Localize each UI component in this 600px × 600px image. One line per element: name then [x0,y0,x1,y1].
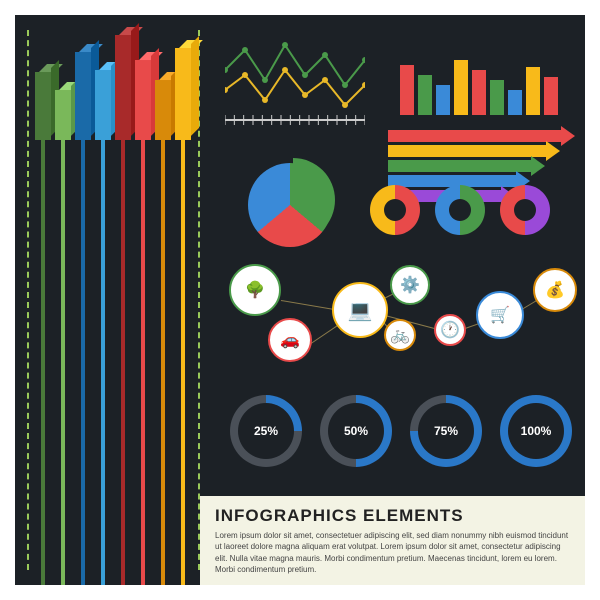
progress-ring: 25% [230,395,302,467]
cart-icon: 🛒 [490,305,510,325]
mini-bar [400,65,414,115]
donut-chart [500,185,550,235]
bar-stem [181,140,185,585]
footer-body: Lorem ipsum dolor sit amet, consectetuer… [215,530,570,575]
bar-stem [161,140,165,585]
tree-icon: 🌳 [245,280,265,300]
mini-bar [472,70,486,115]
bike-icon: 🚲 [390,325,410,345]
mini-bar [508,90,522,115]
infographic-canvas: 💻 🌳 🚗 ⚙️ 🚲 🕐 🛒 💰 25% 50% 75% 100% INFOGRAPHICS ELEM… [0,0,600,600]
mini-bar [454,60,468,115]
car-icon: 🚗 [280,330,300,350]
progress-label: 75% [434,424,458,438]
dashed-divider [27,30,29,570]
donut-chart [370,185,420,235]
bar-stem [141,140,145,585]
footer-title: INFOGRAPHICS ELEMENTS [215,506,570,526]
bar-3d [35,72,51,140]
gears-icon: ⚙️ [400,275,420,295]
progress-ring: 50% [320,395,392,467]
bar-stem [41,140,45,585]
donut-chart [435,185,485,235]
network-node: 🛒 [476,291,524,339]
mini-bar [436,85,450,115]
mini-bar [418,75,432,115]
progress-label: 25% [254,424,278,438]
footer-panel: INFOGRAPHICS ELEMENTS Lorem ipsum dolor … [200,496,585,585]
progress-ring: 100% [500,395,572,467]
network-node: 🌳 [229,264,281,316]
progress-ring: 75% [410,395,482,467]
network-node: 💰 [533,268,577,312]
network-node: 🚗 [268,318,312,362]
network-node: 💻 [332,282,388,338]
bar-3d [75,52,91,140]
mini-bar [526,67,540,115]
line-chart [225,30,365,160]
bar-3d [155,80,171,140]
clock-icon: 🕐 [440,320,460,340]
progress-label: 100% [521,424,552,438]
progress-label: 50% [344,424,368,438]
bar-stem [61,140,65,585]
network-node: ⚙️ [390,265,430,305]
network-node: 🕐 [434,314,466,346]
network-node: 🚲 [384,319,416,351]
bar-3d [95,70,111,140]
bar-3d [115,35,131,140]
bar-3d [55,90,71,140]
bar-stem [81,140,85,585]
bar-3d [175,48,191,140]
mini-bar [544,77,558,115]
pie-exploded-slice [251,158,335,242]
bar-3d [135,60,151,140]
money-icon: 💰 [545,280,565,300]
laptop-icon: 💻 [348,298,373,323]
mini-bar [490,80,504,115]
bar-stem [121,140,125,585]
bar-stem [101,140,105,585]
